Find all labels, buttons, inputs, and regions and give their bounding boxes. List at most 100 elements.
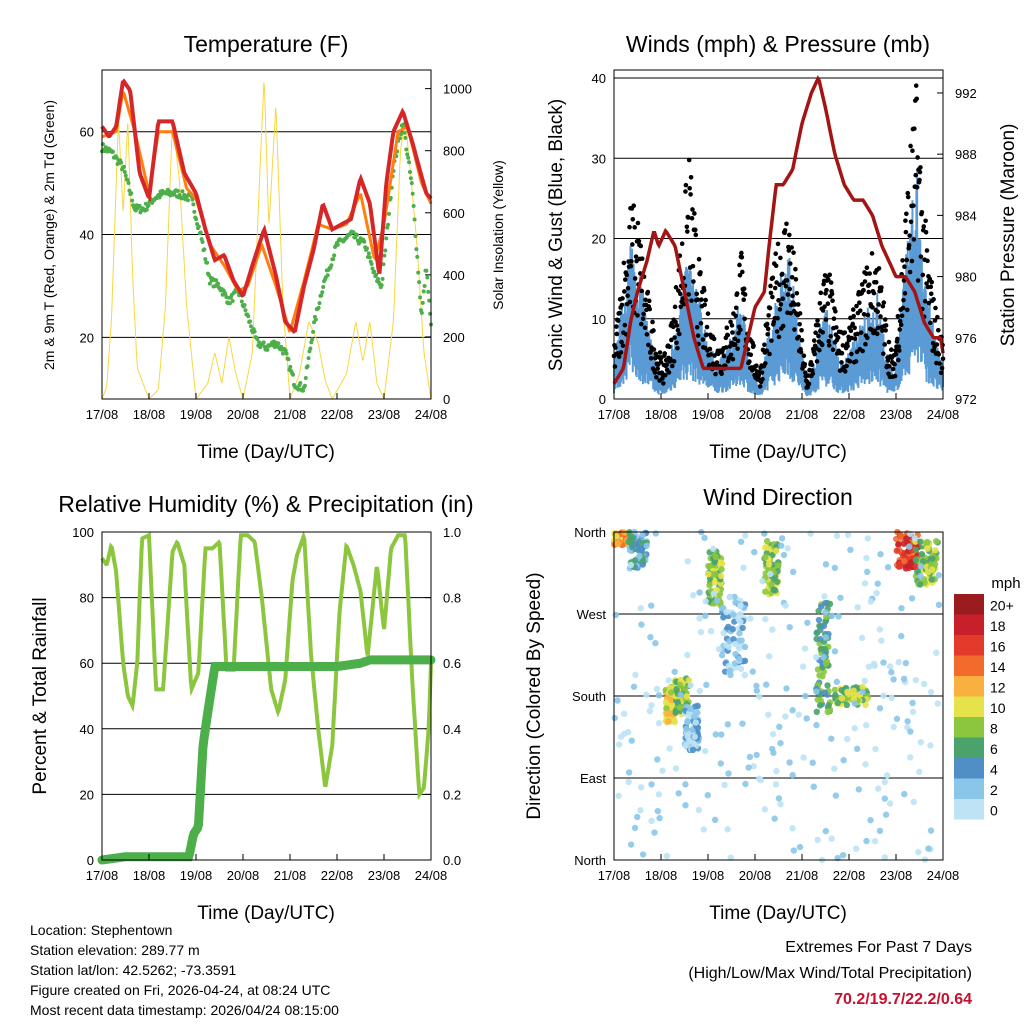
winds-y2tick-label: 980 [955, 270, 977, 285]
temperature-dewpoint-point [283, 348, 288, 353]
winds-gust-point [612, 364, 618, 369]
temperature-dewpoint-point [302, 383, 307, 388]
direction-point [799, 663, 807, 670]
temperature-dewpoint-point [172, 192, 177, 197]
winds-gust-point [787, 232, 792, 238]
winds-gust-point [737, 272, 743, 278]
winds-gust-point [883, 323, 889, 328]
temperature-xtick-label: 20/08 [227, 407, 260, 422]
winds-gust-point [860, 348, 865, 354]
winds-gust-point [643, 297, 648, 303]
direction-point [847, 546, 854, 554]
winds-gust-point [688, 174, 694, 180]
winds-gust-point [675, 327, 681, 333]
direction-point [855, 786, 863, 793]
winds-gust-point [930, 340, 936, 346]
winds-gust-point [872, 328, 878, 334]
direction-point [756, 693, 763, 700]
direction-point [778, 535, 786, 542]
direction-point [863, 837, 870, 845]
winds-gust-point [666, 370, 672, 375]
direction-point [732, 650, 739, 658]
winds-gust-point [677, 331, 682, 337]
winds-gust-point [696, 256, 702, 262]
winds-gust-point [740, 269, 745, 275]
winds-gust-point [799, 337, 805, 343]
temperature-dewpoint-point [317, 301, 322, 306]
winds-gust-point [614, 324, 619, 329]
temperature-dewpoint-point [303, 375, 308, 380]
temperature-dewpoint-point [320, 290, 325, 295]
winds-gust-point [789, 274, 795, 280]
direction-point [821, 645, 829, 652]
winds-gust-point [765, 332, 770, 337]
winds-gust-point [796, 334, 802, 340]
direction-point [656, 814, 663, 822]
direction-point [753, 687, 761, 694]
temperature-dewpoint-point [381, 262, 386, 267]
direction-point [634, 813, 641, 821]
winds-gust-point [769, 338, 774, 343]
temperature-dewpoint-point [305, 364, 310, 369]
winds-gust-point [767, 351, 772, 357]
direction-legend-label: 4 [990, 762, 998, 778]
winds-gust-point [789, 245, 794, 250]
winds-gust-point [668, 356, 673, 362]
direction-xtick-label: 19/08 [692, 868, 725, 883]
temperature-dewpoint-point [248, 324, 253, 329]
direction-point [907, 754, 914, 761]
winds-gust-point [876, 302, 881, 307]
winds-gust-point [936, 327, 941, 333]
direction-point [718, 566, 725, 573]
winds-gust-point [842, 369, 848, 374]
winds-gust-point [782, 228, 788, 233]
winds-gust-point [625, 286, 631, 291]
direction-point [777, 739, 784, 747]
direction-point [784, 545, 791, 552]
direction-point [822, 660, 830, 667]
winds-gust-point [882, 317, 888, 322]
winds-gust-point [839, 350, 845, 356]
direction-point [880, 659, 887, 666]
winds-gust-point [747, 359, 752, 364]
winds-gust-point [780, 296, 786, 302]
direction-point [639, 531, 646, 539]
winds-gust-point [875, 325, 881, 331]
winds-gust-point [622, 289, 627, 294]
direction-point [822, 599, 829, 607]
direction-point [862, 761, 869, 768]
winds-gust-point [850, 307, 856, 312]
winds-gust-point [719, 371, 724, 377]
winds-gust-point [830, 347, 836, 353]
temperature-dewpoint-point [398, 132, 403, 137]
temperature-dewpoint-series [100, 122, 433, 393]
winds-gust-point [794, 290, 800, 296]
winds-gust-point [699, 297, 704, 302]
winds-gust-point [854, 303, 859, 309]
winds-gust-point [618, 350, 624, 355]
temperature-dewpoint-point [126, 181, 131, 186]
direction-point [831, 564, 839, 572]
direction-point [850, 687, 857, 694]
direction-point [762, 615, 769, 623]
temperature-dewpoint-point [415, 254, 420, 259]
direction-point [683, 725, 690, 733]
direction-point [648, 781, 655, 788]
humidity-y2tick-label: 0.8 [443, 591, 461, 606]
winds-gust-point [912, 126, 917, 131]
winds-gust-point [815, 318, 820, 323]
direction-point [790, 847, 798, 854]
winds-gust-point [672, 335, 677, 340]
direction-point [900, 540, 908, 547]
winds-gust-point [886, 339, 892, 345]
direction-point [796, 843, 804, 851]
winds-gust-point [822, 304, 827, 310]
direction-point [838, 695, 846, 702]
direction-xtick-label: 21/08 [786, 868, 819, 883]
humidity-y2tick-label: 1.0 [443, 525, 461, 540]
temperature-y2tick-label: 0 [443, 392, 450, 407]
direction-point [861, 677, 868, 685]
winds-gust-point [763, 361, 768, 366]
direction-point [697, 628, 705, 636]
temperature-dewpoint-point [216, 281, 221, 286]
